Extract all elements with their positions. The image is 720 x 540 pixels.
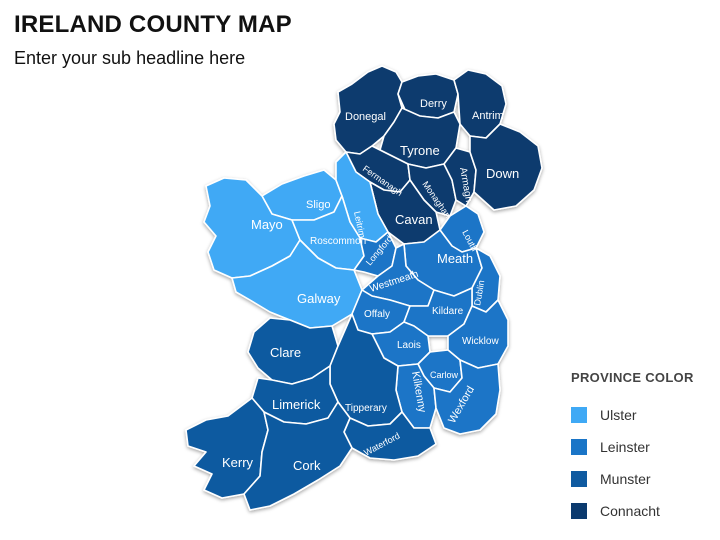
legend-item-connacht: Connacht [571, 495, 694, 527]
legend-label-connacht: Connacht [600, 503, 660, 519]
label-dublin: Dublin [472, 279, 486, 306]
legend-label-ulster: Ulster [600, 407, 637, 423]
label-tyrone: Tyrone [400, 143, 440, 158]
label-galway: Galway [297, 291, 341, 306]
label-derry: Derry [420, 98, 447, 110]
legend-title: PROVINCE COLOR [571, 370, 694, 385]
label-cork: Cork [293, 458, 321, 473]
province-legend: PROVINCE COLOR Ulster Leinster Munster C… [571, 370, 694, 527]
legend-swatch-leinster [571, 439, 587, 455]
legend-swatch-munster [571, 471, 587, 487]
legend-label-leinster: Leinster [600, 439, 650, 455]
label-meath: Meath [437, 251, 473, 266]
label-tipperary: Tipperary [345, 403, 387, 414]
legend-item-leinster: Leinster [571, 431, 694, 463]
label-cavan: Cavan [395, 212, 433, 227]
label-donegal: Donegal [345, 111, 386, 123]
label-offaly: Offaly [364, 309, 390, 320]
label-wicklow: Wicklow [462, 336, 499, 347]
label-sligo: Sligo [306, 199, 330, 211]
legend-swatch-ulster [571, 407, 587, 423]
legend-item-ulster: Ulster [571, 399, 694, 431]
label-antrim: Antrim [472, 110, 504, 122]
label-limerick: Limerick [272, 397, 321, 412]
legend-label-munster: Munster [600, 471, 651, 487]
label-roscommon: Roscommon [310, 236, 366, 247]
label-down: Down [486, 166, 519, 181]
label-kildare: Kildare [432, 306, 464, 317]
label-kerry: Kerry [222, 455, 254, 470]
label-carlow: Carlow [430, 370, 459, 380]
county-sligo[interactable] [261, 169, 343, 221]
county-down[interactable] [469, 123, 543, 211]
legend-item-munster: Munster [571, 463, 694, 495]
label-laois: Laois [397, 340, 421, 351]
label-clare: Clare [270, 345, 301, 360]
page-title: IRELAND COUNTY MAP [14, 11, 292, 38]
page-subtitle: Enter your sub headline here [14, 48, 246, 68]
county-wexford[interactable] [433, 359, 501, 435]
legend-swatch-connacht [571, 503, 587, 519]
county-cork[interactable] [243, 401, 353, 511]
label-mayo: Mayo [251, 217, 283, 232]
